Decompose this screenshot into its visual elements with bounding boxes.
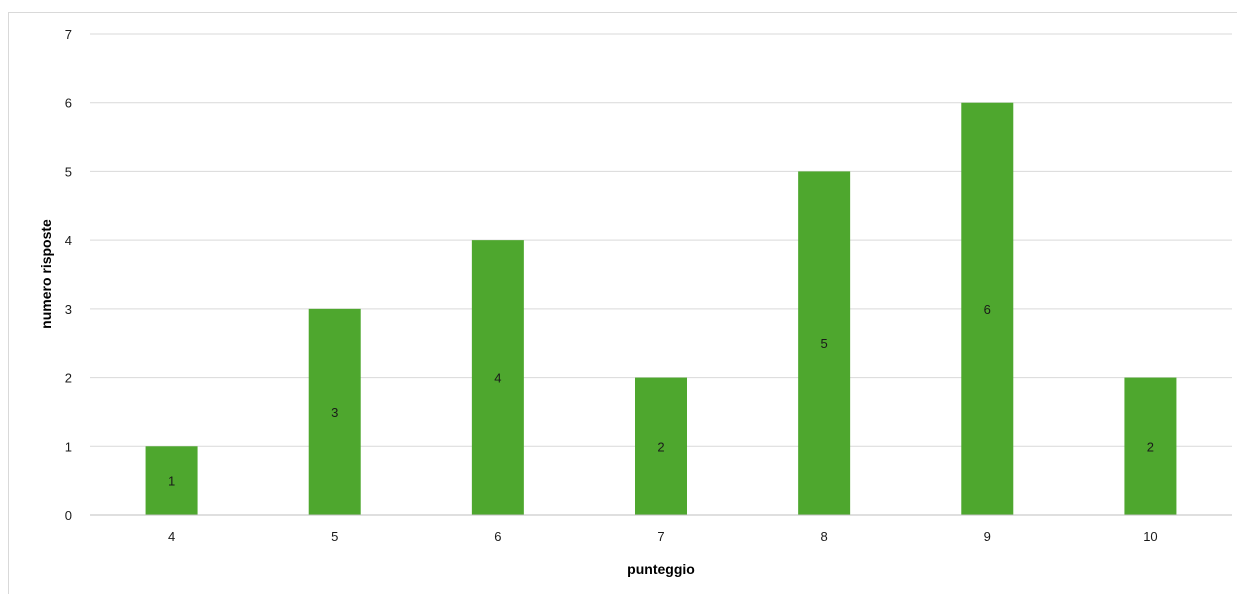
y-tick-label: 5 [65, 164, 72, 179]
y-tick-label: 4 [65, 233, 72, 248]
bar-4 [145, 446, 198, 515]
data-label: 1 [168, 474, 175, 489]
x-tick-label: 6 [494, 529, 501, 544]
x-tick-label: 10 [1143, 529, 1157, 544]
data-label: 6 [984, 302, 991, 317]
y-tick-label: 7 [65, 27, 72, 42]
data-label: 4 [494, 371, 501, 386]
x-tick-label: 4 [168, 529, 175, 544]
data-label: 2 [657, 439, 664, 454]
x-axis-ticks: 4 5 6 7 8 9 10 [168, 529, 1158, 544]
y-tick-label: 3 [65, 302, 72, 317]
bar-9 [961, 102, 1014, 515]
data-label: 5 [821, 336, 828, 351]
y-tick-label: 2 [65, 371, 72, 386]
bar-6 [471, 240, 524, 515]
bar-8 [798, 171, 851, 515]
bars: 1 3 4 2 5 6 2 [145, 102, 1177, 515]
y-tick-label: 6 [65, 96, 72, 111]
y-tick-label: 0 [65, 508, 72, 523]
y-tick-label: 1 [65, 439, 72, 454]
x-tick-label: 8 [821, 529, 828, 544]
y-axis-title: numero risposte [38, 219, 54, 329]
x-axis-title: punteggio [627, 561, 695, 577]
bar-5 [308, 308, 361, 515]
chart-frame [8, 12, 1237, 594]
x-tick-label: 7 [657, 529, 664, 544]
y-axis-ticks: 0 1 2 3 4 5 6 7 [65, 27, 72, 523]
x-tick-label: 5 [331, 529, 338, 544]
data-label: 3 [331, 405, 338, 420]
data-label: 2 [1147, 439, 1154, 454]
x-tick-label: 9 [984, 529, 991, 544]
bar-10 [1124, 377, 1177, 515]
bar-7 [635, 377, 687, 515]
